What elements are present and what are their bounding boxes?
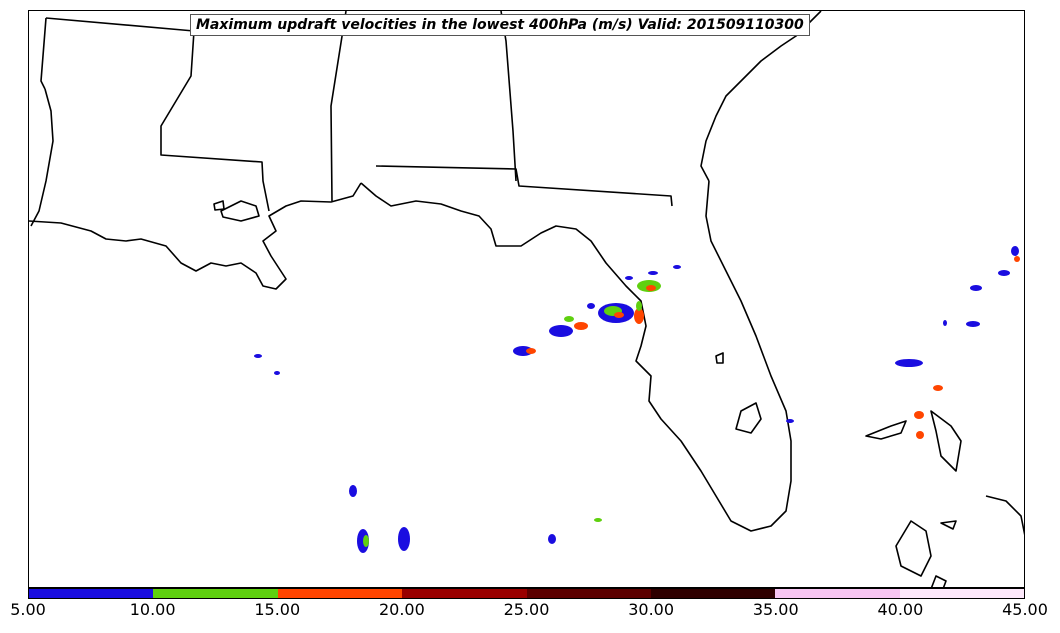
colorbar-tick-label: 10.00: [129, 600, 176, 619]
bahamas-grand: [865, 420, 907, 440]
bahamas-andros: [895, 520, 932, 577]
colorbar-tick-label: 35.00: [752, 600, 799, 619]
bahamas-eleuthera: [985, 495, 1024, 536]
coastline-atlantic: [700, 11, 822, 182]
lake-small: [715, 352, 724, 364]
colorbar-segment: [29, 589, 154, 598]
colorbar: [28, 588, 1025, 599]
island-ms-2: [213, 200, 225, 211]
state-border-al-fl: [375, 165, 673, 207]
updraft-cells: [254, 246, 1020, 553]
colorbar-tick-labels: 5.00 10.00 15.00 20.00 25.00 30.00 35.00 40.00 4…: [0, 600, 1060, 624]
colorbar-tick-label: 20.00: [378, 600, 425, 619]
coastline-louisiana: [29, 88, 362, 290]
state-border-ms-la: [40, 17, 47, 90]
map-panel: [28, 10, 1025, 588]
state-border-al-ga: [330, 11, 347, 202]
colorbar-segment: [277, 589, 403, 598]
map-title: Maximum updraft velocities in the lowest…: [190, 14, 810, 36]
colorbar-segment: [153, 589, 278, 598]
cuba-tip: [930, 575, 947, 587]
colorbar-tick-label: 25.00: [503, 600, 550, 619]
colorbar-tick-label: 45.00: [1002, 600, 1048, 619]
island-ms: [220, 200, 260, 222]
colorbar-tick-label: 5.00: [10, 600, 46, 619]
coastline-florida: [360, 180, 792, 532]
bahamas-small: [940, 520, 957, 530]
state-border-al-ms: [45, 17, 270, 212]
colorbar-tick-label: 15.00: [254, 600, 301, 619]
bahamas-abaco: [930, 410, 962, 472]
map-canvas: [29, 11, 1024, 587]
colorbar-segment: [650, 589, 776, 598]
colorbar-segment: [899, 589, 1024, 598]
colorbar-tick-label: 30.00: [628, 600, 675, 619]
lake-okeechobee: [735, 402, 762, 434]
state-border-ga-sc: [500, 11, 517, 182]
colorbar-segment: [402, 589, 527, 598]
colorbar-segment: [526, 589, 651, 598]
colorbar-tick-label: 40.00: [877, 600, 924, 619]
colorbar-segment: [775, 589, 900, 598]
